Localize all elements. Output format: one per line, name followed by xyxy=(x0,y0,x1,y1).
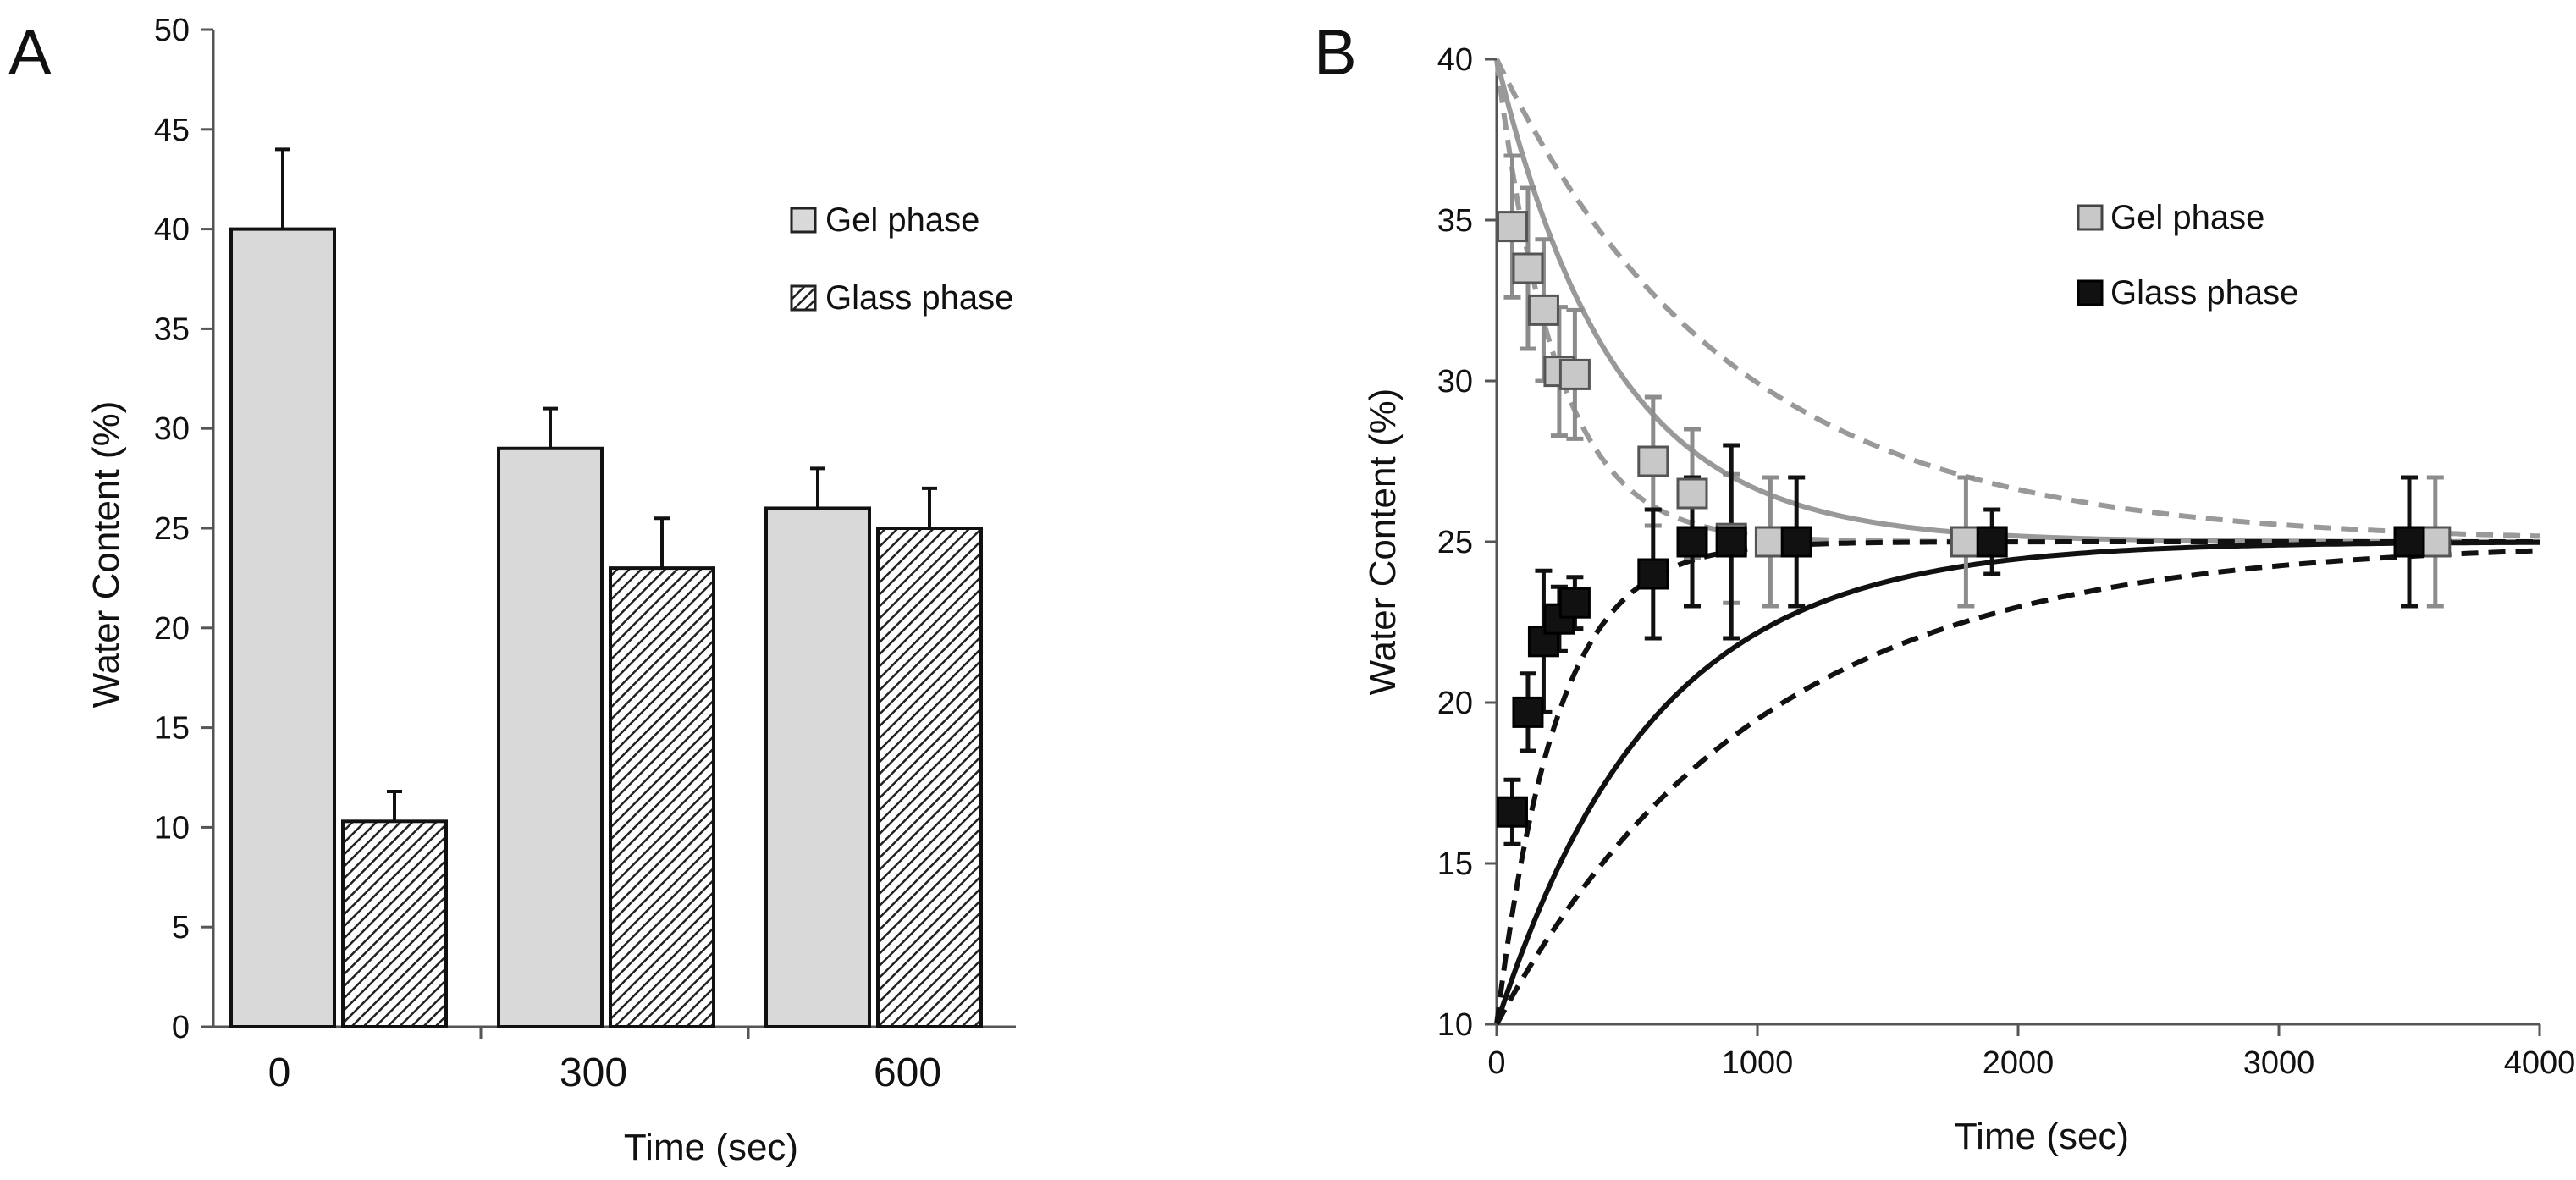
panel-a-y-tick-label: 50 xyxy=(154,13,190,48)
panel-a-y-tick-label: 45 xyxy=(154,113,190,148)
bar-glass-600 xyxy=(876,527,983,1028)
panel-a-category-label: 300 xyxy=(560,1050,627,1095)
legend-b-gel-swatch xyxy=(2077,204,2104,231)
point-gel xyxy=(1950,526,1982,558)
panel-b-y-ticks: 10 15 20 25 30 35 40 xyxy=(1437,42,1497,1043)
panel-b-model-curves xyxy=(1494,58,2540,1026)
panel-b-y-tick-label: 20 xyxy=(1437,686,1473,721)
panel-b-x-tick-label: 0 xyxy=(1487,1045,1505,1081)
panel-b-letter: B xyxy=(1314,17,1357,89)
panel-a-y-tick-label: 5 xyxy=(172,910,190,946)
panel-b-points xyxy=(1496,211,2452,828)
panel-a-letter: A xyxy=(8,17,52,89)
point-glass xyxy=(1676,526,1708,558)
panel-b-x-tick-label: 1000 xyxy=(1722,1045,1794,1081)
point-glass xyxy=(1637,558,1669,590)
legend-b-gel-label: Gel phase xyxy=(2110,199,2264,236)
point-gel xyxy=(1754,526,1786,558)
bar-glass-0 xyxy=(341,819,448,1028)
bar-gel-300 xyxy=(497,446,604,1028)
panel-a-y-tick-label: 35 xyxy=(154,312,190,347)
point-glass xyxy=(1715,526,1747,558)
bar-glass-300 xyxy=(609,566,715,1028)
panel-a-y-tick-label: 30 xyxy=(154,411,190,447)
panel-a-bar-chart: A 0 5 10 15 20 25 30 35 40 45 50 0 300 600 Time (sec… xyxy=(8,13,1016,1168)
panel-b-x-tick-label: 2000 xyxy=(1983,1045,2055,1081)
panel-a-y-title: Water Content (%) xyxy=(85,401,127,709)
point-gel xyxy=(2419,526,2452,558)
panel-a-x-ticks: 0 300 600 xyxy=(268,1050,941,1095)
legend-a-gel-swatch xyxy=(790,207,817,234)
panel-b-y-tick-label: 30 xyxy=(1437,364,1473,400)
point-gel xyxy=(1676,477,1708,510)
panel-b-x-title: Time (sec) xyxy=(1955,1116,2129,1157)
panel-b-scatter-chart: B 10 15 20 25 30 35 40 0 1000 2000 3000 4000 Time … xyxy=(1314,17,2575,1157)
legend-a-glass-label: Glass phase xyxy=(825,279,1013,317)
legend-b-glass-swatch xyxy=(2077,279,2104,306)
bar-gel-600 xyxy=(764,506,871,1028)
panel-b-y-tick-label: 35 xyxy=(1437,203,1473,239)
panel-a-category-label: 0 xyxy=(268,1050,291,1095)
point-gel xyxy=(1527,294,1559,326)
panel-b-y-tick-label: 15 xyxy=(1437,846,1473,882)
point-gel xyxy=(1558,358,1591,390)
panel-b-y-title: Water Content (%) xyxy=(1362,389,1404,696)
legend-a-glass-swatch xyxy=(790,284,817,312)
panel-b-y-tick-label: 40 xyxy=(1437,42,1473,78)
point-glass xyxy=(1976,526,2008,558)
model-curve-glass-mid xyxy=(1494,539,2540,1025)
panel-a-category-label: 600 xyxy=(874,1050,941,1095)
panel-b-legend: Gel phase Glass phase xyxy=(2077,199,2298,312)
bar-gel-0 xyxy=(229,227,336,1029)
panel-a-y-tick-label: 0 xyxy=(172,1010,190,1045)
point-glass xyxy=(1496,796,1528,828)
panel-a-y-ticks: 0 5 10 15 20 25 30 35 40 45 50 xyxy=(154,13,213,1045)
point-gel xyxy=(1637,445,1669,477)
panel-a-bars xyxy=(229,147,983,1029)
panel-a-legend: Gel phase Glass phase xyxy=(790,201,1013,317)
point-glass xyxy=(2393,526,2425,558)
panel-b-x-tick-label: 4000 xyxy=(2504,1045,2576,1081)
panel-b-x-ticks: 0 1000 2000 3000 4000 xyxy=(1487,1024,2575,1081)
panel-a-y-tick-label: 20 xyxy=(154,611,190,647)
point-gel xyxy=(1512,252,1544,284)
point-glass xyxy=(1780,526,1812,558)
panel-a-y-tick-label: 10 xyxy=(154,810,190,846)
panel-a-y-tick-label: 40 xyxy=(154,212,190,248)
point-glass xyxy=(1558,587,1591,619)
point-glass xyxy=(1512,696,1544,728)
legend-a-gel-label: Gel phase xyxy=(825,201,979,239)
panel-b-y-tick-label: 25 xyxy=(1437,525,1473,560)
model-curve-gel-slow xyxy=(1494,58,2540,539)
legend-b-glass-label: Glass phase xyxy=(2110,274,2298,312)
panel-b-x-tick-label: 3000 xyxy=(2243,1045,2315,1081)
model-curve-glass-slow xyxy=(1494,548,2540,1026)
panel-b-y-tick-label: 10 xyxy=(1437,1007,1473,1043)
panel-a-y-tick-label: 25 xyxy=(154,511,190,547)
point-gel xyxy=(1496,211,1528,243)
panel-a-y-tick-label: 15 xyxy=(154,711,190,747)
panel-a-x-title: Time (sec) xyxy=(624,1127,798,1168)
